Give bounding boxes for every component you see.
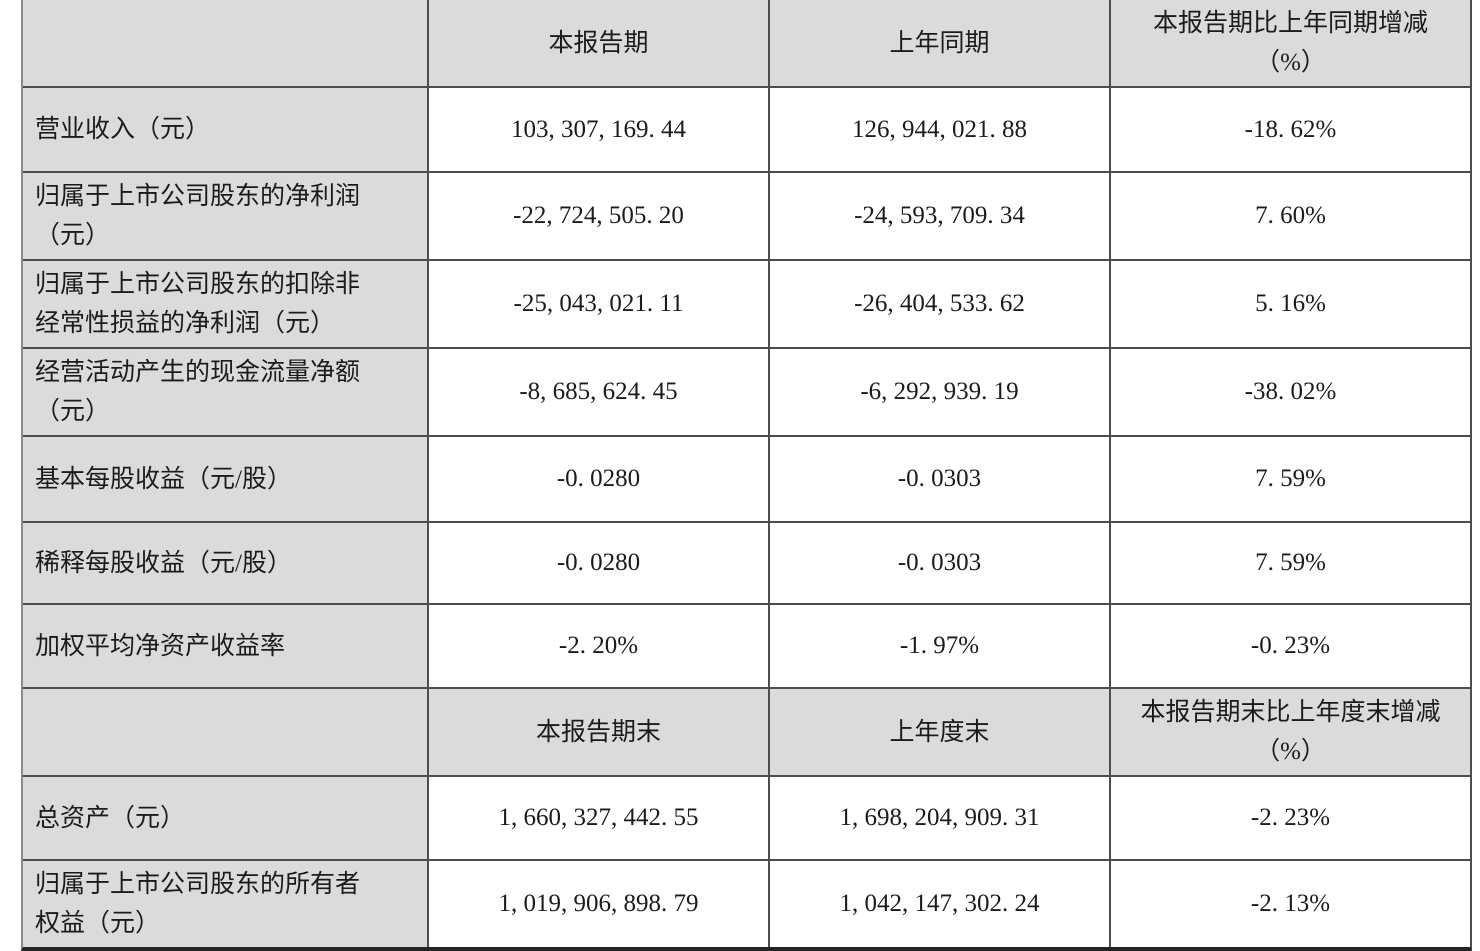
row-label: 归属于上市公司股东的净利润 （元） [23,171,429,261]
value-prior: -0. 0303 [768,521,1111,605]
table-row-basic-eps: 基本每股收益（元/股） -0. 0280 -0. 0303 7. 59% [23,435,1470,523]
column-header-end-change: 本报告期末比上年度末增减 （%） [1109,687,1470,777]
value-current: -0. 0280 [427,435,770,523]
value-current: 1, 019, 906, 898. 79 [427,859,770,947]
corner-blank-cell [23,687,429,777]
value-current: -2. 20% [427,603,770,689]
row-label: 归属于上市公司股东的所有者 权益（元） [23,859,429,947]
financial-summary-table-wrap: 本报告期 上年同期 本报告期比上年同期增减 （%） 营业收入（元） 103, 3… [21,0,1472,951]
value-current: 1, 660, 327, 442. 55 [427,775,770,861]
value-change: 7. 60% [1109,171,1470,261]
value-change: -0. 23% [1109,603,1470,689]
table-row-weighted-avg-roe: 加权平均净资产收益率 -2. 20% -1. 97% -0. 23% [23,603,1470,689]
value-current: -8, 685, 624. 45 [427,347,770,437]
column-header-current-period: 本报告期 [427,0,770,88]
column-header-prior-year-end: 上年度末 [768,687,1111,777]
row-label: 基本每股收益（元/股） [23,435,429,523]
table-row-operating-revenue: 营业收入（元） 103, 307, 169. 44 126, 944, 021.… [23,86,1470,173]
table-row-net-profit-excl-nonrecurring: 归属于上市公司股东的扣除非 经常性损益的净利润（元） -25, 043, 021… [23,259,1470,349]
row-label: 总资产（元） [23,775,429,861]
value-current: -22, 724, 505. 20 [427,171,770,261]
value-prior: -26, 404, 533. 62 [768,259,1111,349]
value-change: 7. 59% [1109,435,1470,523]
value-current: -25, 043, 021. 11 [427,259,770,349]
value-change: -2. 23% [1109,775,1470,861]
row-label: 加权平均净资产收益率 [23,603,429,689]
table-row-operating-cash-flow: 经营活动产生的现金流量净额 （元） -8, 685, 624. 45 -6, 2… [23,347,1470,437]
value-change: -18. 62% [1109,86,1470,173]
value-prior: -0. 0303 [768,435,1111,523]
row-label: 经营活动产生的现金流量净额 （元） [23,347,429,437]
table-row-total-assets: 总资产（元） 1, 660, 327, 442. 55 1, 698, 204,… [23,775,1470,861]
value-change: 7. 59% [1109,521,1470,605]
row-label: 营业收入（元） [23,86,429,173]
value-change: -2. 13% [1109,859,1470,947]
value-prior: -6, 292, 939. 19 [768,347,1111,437]
value-prior: -24, 593, 709. 34 [768,171,1111,261]
value-prior: -1. 97% [768,603,1111,689]
row-label: 稀释每股收益（元/股） [23,521,429,605]
corner-blank-cell [23,0,429,88]
column-header-prior-period: 上年同期 [768,0,1111,88]
value-prior: 1, 042, 147, 302. 24 [768,859,1111,947]
end-of-period-header-row: 本报告期末 上年度末 本报告期末比上年度末增减 （%） [23,687,1470,777]
value-current: 103, 307, 169. 44 [427,86,770,173]
quarterly-financials-table: 本报告期 上年同期 本报告期比上年同期增减 （%） 营业收入（元） 103, 3… [23,0,1470,947]
value-change: 5. 16% [1109,259,1470,349]
table-row-diluted-eps: 稀释每股收益（元/股） -0. 0280 -0. 0303 7. 59% [23,521,1470,605]
table-row-net-profit: 归属于上市公司股东的净利润 （元） -22, 724, 505. 20 -24,… [23,171,1470,261]
row-label: 归属于上市公司股东的扣除非 经常性损益的净利润（元） [23,259,429,349]
period-header-row: 本报告期 上年同期 本报告期比上年同期增减 （%） [23,0,1470,88]
value-change: -38. 02% [1109,347,1470,437]
column-header-current-period-end: 本报告期末 [427,687,770,777]
table-row-equity-attributable: 归属于上市公司股东的所有者 权益（元） 1, 019, 906, 898. 79… [23,859,1470,947]
column-header-period-change: 本报告期比上年同期增减 （%） [1109,0,1470,88]
value-prior: 126, 944, 021. 88 [768,86,1111,173]
value-prior: 1, 698, 204, 909. 31 [768,775,1111,861]
value-current: -0. 0280 [427,521,770,605]
